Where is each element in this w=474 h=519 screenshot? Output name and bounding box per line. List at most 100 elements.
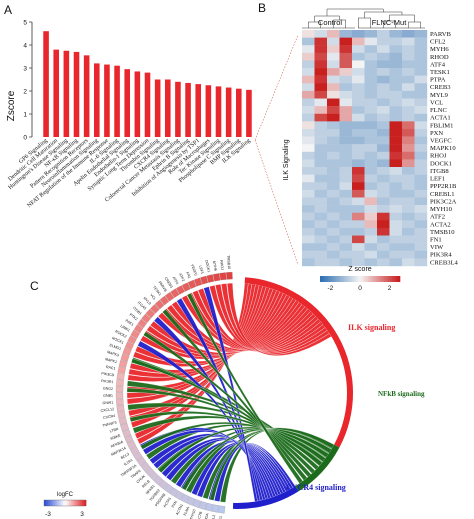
heatmap-cell bbox=[339, 182, 353, 191]
gene-label: ELMO1 bbox=[109, 343, 122, 351]
heatmap-cell bbox=[339, 75, 353, 84]
heatmap-cell bbox=[339, 235, 353, 244]
heatmap-cell bbox=[377, 243, 390, 251]
heatmap-cell bbox=[402, 83, 415, 92]
gene-label: MAP3K14 bbox=[110, 446, 126, 457]
pathway-arc bbox=[232, 486, 299, 509]
gene-segment bbox=[193, 277, 203, 287]
gene-segment bbox=[150, 304, 160, 314]
colorbar-step bbox=[352, 276, 355, 282]
heatmap-cell bbox=[414, 227, 428, 236]
heatmap-cell bbox=[402, 182, 415, 191]
heatmap-cell bbox=[314, 182, 328, 191]
chord-ribbon bbox=[132, 415, 326, 461]
gene-label: CHUK bbox=[136, 474, 147, 484]
heatmap-cell bbox=[402, 45, 415, 54]
heatmap-cell bbox=[327, 189, 340, 198]
heatmap-gene-label: VCL bbox=[430, 99, 443, 106]
heatmap-cell bbox=[364, 90, 378, 99]
heatmap-cell bbox=[352, 174, 365, 183]
heatmap-cell bbox=[414, 220, 428, 229]
colorbar-step bbox=[388, 276, 391, 282]
heatmap-gene-label: RHOJ bbox=[430, 153, 447, 160]
heatmap-gene-label: FBLIM1 bbox=[430, 122, 453, 129]
panel-b-label: B bbox=[258, 1, 266, 15]
heatmap-gene-label: PIK3R4 bbox=[430, 252, 452, 259]
heatmap-cell bbox=[364, 174, 378, 183]
heatmap-cell bbox=[327, 90, 340, 99]
heatmap-cell bbox=[389, 121, 403, 130]
heatmap-cell bbox=[364, 212, 378, 221]
heatmap-column-dendrogram bbox=[308, 8, 421, 28]
heatmap-cell bbox=[377, 235, 390, 244]
bar bbox=[164, 79, 171, 137]
bar bbox=[53, 49, 60, 137]
colorbar-step bbox=[372, 276, 375, 282]
gene-label: MYH6 bbox=[212, 261, 218, 272]
heatmap-cell bbox=[389, 90, 403, 99]
heatmap-cell bbox=[402, 220, 415, 229]
heatmap-cell bbox=[414, 212, 428, 221]
colorbar-step bbox=[328, 276, 331, 282]
heatmap-cell bbox=[327, 75, 340, 84]
logfc-legend-title: logFC bbox=[57, 492, 74, 498]
heatmap-cell bbox=[302, 128, 315, 137]
heatmap-cell bbox=[402, 235, 415, 244]
heatmap-cell bbox=[352, 113, 365, 122]
heatmap-cell bbox=[364, 45, 378, 54]
colorbar-step bbox=[386, 276, 389, 282]
legend-step bbox=[54, 500, 57, 506]
gene-label: RHOA bbox=[203, 512, 209, 519]
heatmap-cell bbox=[389, 106, 403, 114]
heatmap-gene-label: MYH10 bbox=[430, 206, 453, 213]
heatmap-cell bbox=[389, 128, 403, 137]
bar bbox=[205, 85, 212, 137]
gene-segment bbox=[137, 318, 147, 329]
heatmap-cell bbox=[414, 83, 428, 92]
gene-segment bbox=[115, 385, 124, 393]
bar bbox=[83, 55, 90, 137]
heatmap-cell bbox=[364, 68, 378, 76]
heatmap-cell bbox=[364, 98, 378, 107]
heatmap-cell bbox=[339, 136, 353, 145]
heatmap-cell bbox=[389, 144, 403, 153]
heatmap-cell bbox=[327, 128, 340, 137]
gene-label: TGFBR2 bbox=[149, 488, 161, 502]
heatmap-cell bbox=[327, 182, 340, 191]
heatmap-gene-label: ACTA1 bbox=[430, 115, 451, 122]
heatmap-cell bbox=[402, 243, 415, 251]
gene-segment bbox=[192, 499, 201, 508]
colorbar-title: Z score bbox=[348, 266, 371, 273]
gene-label: CXCR4 bbox=[103, 414, 116, 420]
heatmap-cell bbox=[302, 121, 315, 130]
heatmap-cell bbox=[364, 144, 378, 153]
gene-segment bbox=[116, 379, 124, 387]
gene-label: PIK3R1 bbox=[101, 379, 114, 384]
heatmap-cell bbox=[414, 121, 428, 130]
heatmap-cell bbox=[339, 212, 353, 221]
gene-segment bbox=[124, 341, 134, 350]
heatmap-cell bbox=[352, 243, 365, 251]
colorbar-step bbox=[392, 276, 395, 282]
heatmap-gene-label: PIK3C2A bbox=[430, 198, 457, 205]
colorbar-step bbox=[374, 276, 377, 282]
gene-label: DOCK1 bbox=[204, 260, 211, 273]
heatmap-cell bbox=[339, 90, 353, 99]
gene-segment bbox=[116, 372, 125, 380]
legend-step bbox=[81, 500, 85, 506]
heatmap-cell bbox=[327, 144, 340, 153]
heatmap-cell bbox=[327, 52, 340, 61]
heatmap-cell bbox=[402, 37, 415, 46]
heatmap-cell bbox=[302, 75, 315, 84]
gene-segment bbox=[122, 347, 132, 356]
heatmap-cell bbox=[364, 75, 378, 84]
heatmap-cell bbox=[302, 167, 315, 175]
gene-label: TNFAIP3 bbox=[102, 421, 117, 428]
gene-segment bbox=[144, 466, 155, 477]
heatmap-cell bbox=[389, 60, 403, 69]
heatmap-cell bbox=[352, 37, 365, 46]
heatmap-cell bbox=[302, 197, 315, 206]
heatmap-cell bbox=[327, 106, 340, 114]
pathway-arcs bbox=[232, 277, 353, 509]
colorbar-step bbox=[330, 276, 333, 282]
